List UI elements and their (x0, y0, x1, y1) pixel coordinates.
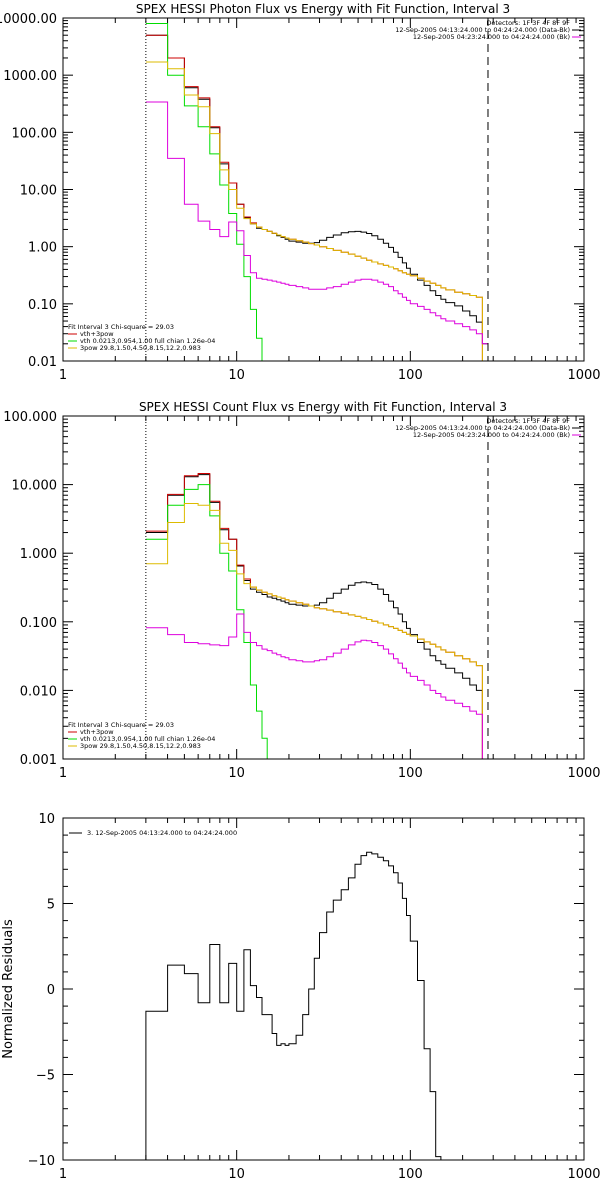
legend-bottomleft-text: vth+3pow (80, 330, 114, 338)
series-1-2 (145, 484, 488, 759)
legend-topright-text: 12-Sep-2005 04:13:24.000 to 04:24:24.000… (395, 26, 570, 34)
series-0-0 (145, 34, 488, 345)
legend-text: 3. 12-Sep-2005 04:13:24.000 to 04:24:24.… (87, 829, 237, 837)
residuals-panel: 1 10 100 1000 −10 −5 0 5 10 3. 12-Sep-2005 04:13… (1, 812, 600, 1182)
y-tick-label: 100.00 (12, 126, 58, 141)
legend-topright-text: 12-Sep-2005 04:23:24.000 to 04:24:24.000… (413, 431, 570, 439)
x-tick-label: 1000 (567, 766, 600, 781)
series-0-2 (145, 23, 488, 361)
y-tick-label: 0.10 (28, 298, 57, 313)
y-tick-label: −5 (36, 1069, 55, 1084)
photon-flux-series (145, 23, 488, 361)
y-tick-label: 10.000 (12, 479, 58, 494)
series-0-1 (145, 34, 488, 361)
legend-topright-text: Detectors: 1F 3F 4F 8F 9F (486, 417, 570, 425)
legend-bottomleft-text: vth 0.0213,0.954,1.00 full chian 1.26e-0… (80, 337, 215, 345)
y-tick-label: 0.01 (28, 355, 57, 370)
legend-bottomleft-text: vth 0.0213,0.954,1.00 full chian 1.26e-0… (80, 735, 215, 743)
series-1-1 (145, 473, 488, 759)
count-flux-axes-frame (62, 415, 585, 760)
y-tick-label: 1000.00 (3, 69, 57, 84)
x-tick-label: 1 (59, 1167, 67, 1182)
y-tick-label: 5 (47, 898, 55, 913)
y-tick-label: 0 (47, 983, 55, 998)
series-1-3 (145, 503, 488, 759)
x-tick-label: 100 (398, 1167, 423, 1182)
y-tick-label: 1.00 (28, 241, 57, 256)
legend-bottomleft-text: 3pow 29.8,1.50,4.50,8.15,12.2,0.983 (80, 742, 201, 750)
photon-flux-ticks: 1 10 100 1000 0.01 0.10 1.00 10.00 100.00 1000.00… (0, 12, 600, 383)
y-tick-label: 10 (38, 812, 55, 827)
x-tick-label: 1 (59, 766, 67, 781)
x-tick-label: 1000 (567, 1167, 600, 1182)
series-1-0 (145, 474, 488, 759)
residuals-legend: 3. 12-Sep-2005 04:13:24.000 to 04:24:24.… (69, 829, 237, 837)
residuals-ticks: 1 10 100 1000 −10 −5 0 5 10 (28, 812, 600, 1182)
count-flux-series (145, 473, 488, 759)
legend-bottomleft-text: 3pow 29.8,1.50,4.50,8.15,12.2,0.983 (80, 344, 201, 352)
count-flux-legend-bottomleft: Fit Interval 3 Chi-square = 29.03vth+3po… (68, 721, 215, 750)
y-tick-label: 0.001 (20, 753, 57, 768)
y-tick-label: 1.000 (20, 547, 57, 562)
x-tick-label: 100 (398, 766, 423, 781)
photon-flux-title: SPEX HESSI Photon Flux vs Energy with Fi… (136, 2, 510, 16)
photon-flux-legend-bottomleft: Fit Interval 3 Chi-square = 29.03vth+3po… (68, 323, 215, 352)
y-tick-label: 100.000 (3, 410, 57, 425)
photon-flux-axes-frame (62, 17, 585, 362)
x-tick-label: 1000 (567, 368, 600, 383)
x-tick-label: 1 (59, 368, 67, 383)
y-tick-label: 10000.00 (0, 12, 57, 27)
x-tick-label: 10 (228, 1167, 245, 1182)
series-0-4 (145, 101, 488, 345)
legend-bottomleft-text: Fit Interval 3 Chi-square = 29.03 (68, 721, 174, 729)
series-2-0 (145, 851, 442, 1160)
count-flux-title: SPEX HESSI Count Flux vs Energy with Fit… (139, 400, 507, 414)
y-tick-label: 0.010 (20, 684, 57, 699)
residuals-series (145, 851, 442, 1160)
x-tick-label: 10 (228, 766, 245, 781)
photon-flux-vlines (145, 18, 489, 361)
series-0-3 (145, 61, 488, 361)
residuals-axes-frame (62, 817, 585, 1161)
count-flux-vlines (145, 416, 489, 759)
y-tick-label: 0.100 (20, 616, 57, 631)
x-tick-label: 10 (228, 368, 245, 383)
series-1-4 (145, 613, 488, 759)
count-flux-ticks: 1 10 100 1000 0.001 0.010 0.100 1.000 10.000 100.… (3, 410, 600, 781)
count-flux-panel: SPEX HESSI Count Flux vs Energy with Fit… (3, 400, 600, 781)
legend-bottomleft-text: Fit Interval 3 Chi-square = 29.03 (68, 323, 174, 331)
x-tick-label: 100 (398, 368, 423, 383)
legend-topright-text: 12-Sep-2005 04:23:24.000 to 04:24:24.000… (413, 33, 570, 41)
y-tick-label: −10 (28, 1154, 55, 1169)
residuals-y-axis-label: Normalized Residuals (1, 919, 16, 1059)
legend-topright-text: 12-Sep-2005 04:13:24.000 to 04:24:24.000… (395, 424, 570, 432)
photon-flux-panel: SPEX HESSI Photon Flux vs Energy with Fi… (0, 2, 600, 383)
legend-topright-text: Detectors: 1F 3F 4F 8F 9F (486, 19, 570, 27)
y-tick-label: 10.00 (20, 184, 57, 199)
legend-bottomleft-text: vth+3pow (80, 728, 114, 736)
